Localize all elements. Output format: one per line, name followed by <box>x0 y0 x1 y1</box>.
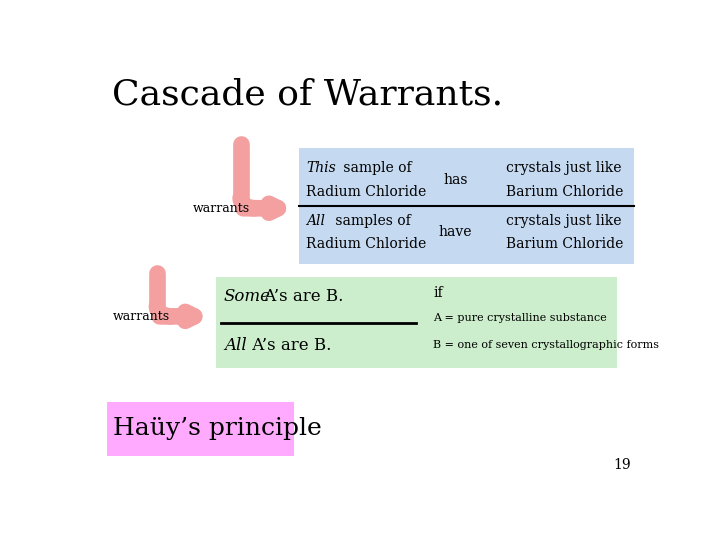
Text: 19: 19 <box>613 458 631 472</box>
Text: crystals just like: crystals just like <box>505 214 621 228</box>
Bar <box>215 277 617 368</box>
Text: sample of: sample of <box>339 161 412 176</box>
Text: crystals just like: crystals just like <box>505 161 621 176</box>
Text: This: This <box>306 161 336 176</box>
Text: if: if <box>433 286 443 300</box>
Text: samples of: samples of <box>331 214 411 228</box>
Text: Radium Chloride: Radium Chloride <box>306 237 426 251</box>
Text: warrants: warrants <box>193 202 251 215</box>
Text: A = pure crystalline substance: A = pure crystalline substance <box>433 313 607 323</box>
Text: Haüy’s principle: Haüy’s principle <box>114 417 322 440</box>
Text: warrants: warrants <box>112 310 169 323</box>
Bar <box>300 148 634 265</box>
Text: Barium Chloride: Barium Chloride <box>505 237 623 251</box>
Text: Barium Chloride: Barium Chloride <box>505 185 623 199</box>
FancyArrowPatch shape <box>243 204 278 213</box>
Text: A’s are B.: A’s are B. <box>248 337 332 354</box>
Text: has: has <box>444 173 468 187</box>
FancyArrowPatch shape <box>160 312 194 321</box>
Bar <box>107 402 294 456</box>
Text: Radium Chloride: Radium Chloride <box>306 185 426 199</box>
Text: All: All <box>306 214 325 228</box>
Text: Cascade of Warrants.: Cascade of Warrants. <box>112 77 503 111</box>
Text: have: have <box>438 225 472 239</box>
Text: B = one of seven crystallographic forms: B = one of seven crystallographic forms <box>433 340 660 350</box>
Text: Some: Some <box>224 288 271 306</box>
Text: A’s are B.: A’s are B. <box>258 288 343 306</box>
Text: All: All <box>224 337 247 354</box>
